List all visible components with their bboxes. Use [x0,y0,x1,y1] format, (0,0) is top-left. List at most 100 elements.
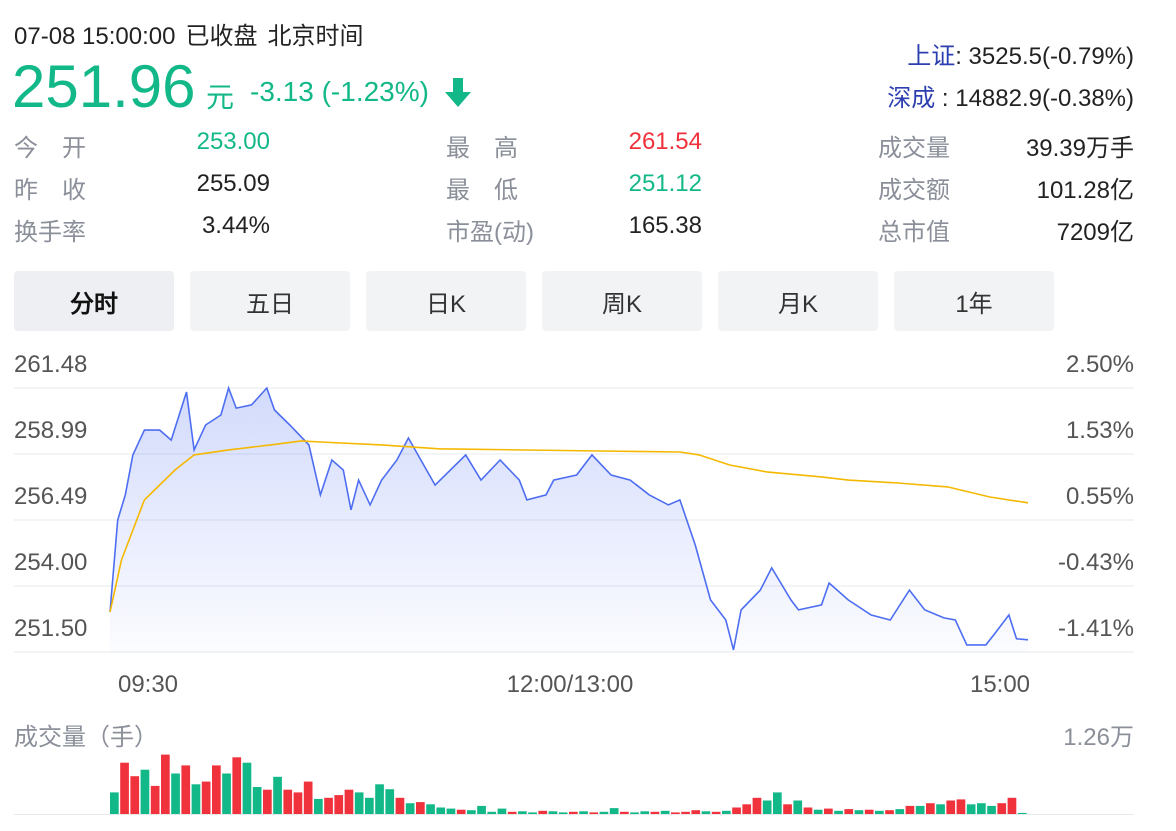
volume-bar [875,810,884,814]
volume-bar [140,769,150,814]
volume-bar [456,809,466,814]
tab-0[interactable]: 分时 [14,271,174,331]
index-sep: : [935,85,949,112]
volume-bar [293,792,303,814]
volume-bar [528,812,537,814]
volume-bar [252,787,262,814]
datetime: 07-08 15:00:00 [14,23,176,50]
volume-bar [966,804,976,814]
stat-value: 101.28亿 [1036,177,1134,204]
x-tick-label: 09:30 [118,671,178,698]
volume-bar [436,807,446,814]
tab-2[interactable]: 日K [366,271,526,331]
volume-bar [446,808,456,814]
volume-bar [365,797,374,814]
volume-bar [171,773,180,814]
stat-label: 昨 收 [14,177,86,204]
volume-bar [191,784,201,814]
volume-bar [548,811,558,814]
volume-bar [416,802,425,814]
volume-bar [926,803,935,814]
volume-bar [762,800,772,814]
volume-bar [864,809,874,814]
volume-bar [773,792,782,814]
price-change: -3.13 (-1.23%) [250,76,429,107]
stat-value: 255.09 [196,170,270,197]
stat-value: 7209亿 [1056,219,1134,246]
volume-bar [344,789,354,814]
stat-label: 总市值 [878,219,950,246]
tab-1[interactable]: 五日 [190,271,350,331]
volume-bar [212,765,221,814]
volume-bar [354,792,364,814]
y-pct-tick-label: -1.41% [1058,615,1134,642]
current-price: 251.96 [12,53,196,120]
x-tick-label: 12:00/13:00 [507,671,634,698]
volume-bar [130,776,140,814]
volume-bar [477,805,486,814]
volume-bar [620,811,629,814]
volume-bar [273,776,282,814]
y-tick-label: 254.00 [14,549,87,576]
volume-bar [813,809,823,814]
volume-bar [303,781,313,814]
stat-value: 261.54 [628,128,702,155]
intraday-chart[interactable]: 261.48 2.50% 258.99 1.53% 256.49 0.55% 254.00 -… [0,340,1176,710]
volume-bar [538,810,548,814]
volume-bar [987,805,996,814]
volume-bar [650,811,660,814]
index-shenzhen[interactable]: 深成 : 14882.9(-0.38%) [887,78,1134,113]
volume-bar [507,811,517,814]
price-line [109,385,1029,651]
volume-bar [681,811,690,814]
volume-bar [283,789,293,814]
stat-label: 最 低 [446,177,518,204]
tab-4[interactable]: 月K [718,271,878,331]
volume-bar [844,809,854,814]
volume-bar [885,810,894,814]
volume-bar [711,811,721,814]
y-tick-label: 256.49 [14,483,87,510]
stat-label: 市盈(动) [446,219,534,246]
tab-5[interactable]: 1年 [894,271,1054,331]
index-shanghai[interactable]: 上证: 3525.5(-0.79%) [907,36,1134,71]
volume-bar [324,797,333,814]
volume-bar [518,811,527,814]
stat-value: 251.12 [628,170,702,197]
volume-bar [385,789,395,814]
volume-bar [263,789,272,814]
volume-bar [895,809,905,814]
volume-bar [671,812,680,814]
price-area [110,388,1028,652]
index-name: 上证 [907,43,956,70]
volume-bar [640,811,650,814]
stat-label: 成交额 [878,177,950,204]
stat-label: 换手率 [14,219,86,246]
volume-bar [232,757,242,814]
tab-3[interactable]: 周K [542,271,702,331]
volume-bar [956,799,966,814]
y-tick-label: 261.48 [14,351,87,378]
timezone: 北京时间 [267,23,364,50]
volume-max-label: 1.26万 [1063,724,1134,751]
market-status: 已收盘 [185,23,258,50]
volume-bar [405,803,415,814]
index-name: 深成 [887,85,936,112]
y-tick-label: 258.99 [14,417,87,444]
arrow-down-icon [443,76,473,115]
volume-bar [375,784,384,814]
volume-bar [314,798,323,814]
volume-bar [803,807,813,814]
volume-bar [824,808,833,814]
y-pct-tick-label: 0.55% [1066,483,1134,510]
volume-bar [793,800,803,814]
volume-bar [150,785,160,814]
stat-value: 253.00 [196,128,270,155]
index-sep: : [955,43,962,70]
volume-bar [181,765,191,814]
volume-bar [722,810,731,814]
volume-bar [569,811,578,814]
volume-bar [609,808,619,814]
volume-bar [752,797,762,814]
volume-bar [732,807,741,814]
